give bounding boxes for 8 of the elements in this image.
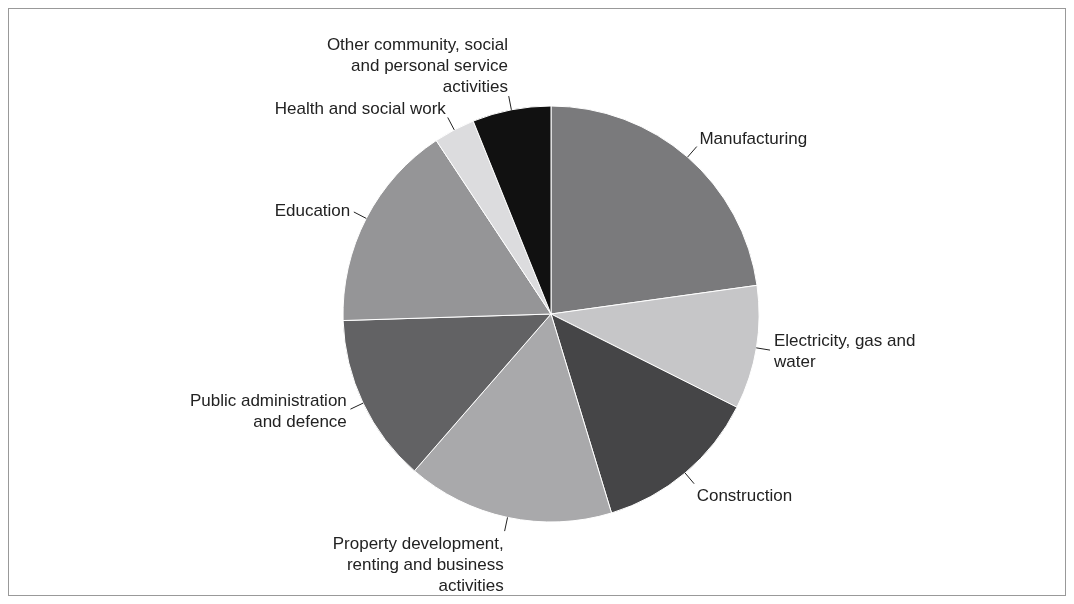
slice-label: Electricity, gas and water xyxy=(772,331,916,372)
slice-label: Property development, renting and business activities xyxy=(332,534,504,596)
slice-label: Health and social work xyxy=(274,98,447,118)
slice-label: Education xyxy=(274,201,351,221)
slice-label: Other community, social and personal service activities xyxy=(326,35,508,97)
slice-label: Public administration and defence xyxy=(189,391,347,432)
slice-label: Construction xyxy=(696,485,793,505)
slice-label: Manufacturing xyxy=(699,128,808,148)
